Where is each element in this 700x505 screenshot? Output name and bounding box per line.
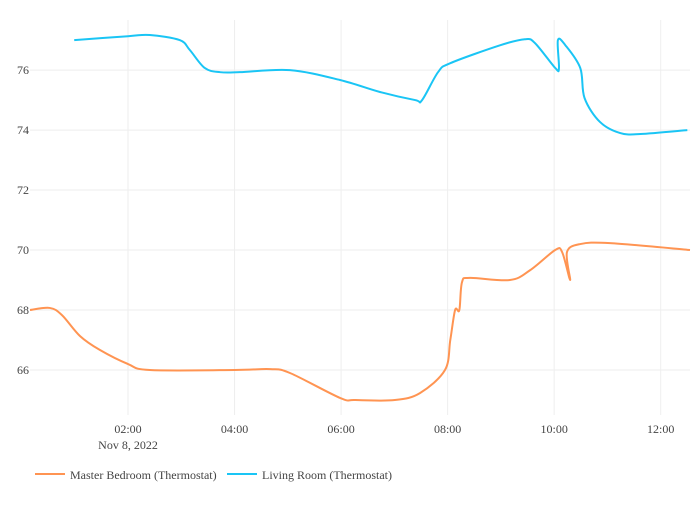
x-tick-label: 06:00 [327,422,354,436]
x-tick-label: 02:00 [114,422,141,436]
y-tick-label: 74 [17,123,29,137]
x-tick-label: 08:00 [434,422,461,436]
x-tick-label: 04:00 [221,422,248,436]
x-axis-date-label: Nov 8, 2022 [98,438,158,452]
series-lines [29,33,691,402]
x-axis-ticks: 02:00 04:00 06:00 08:00 10:00 12:00 [114,422,674,436]
x-tick-label: 12:00 [647,422,674,436]
legend-item-living-room[interactable]: Living Room (Thermostat) [227,468,392,482]
y-tick-label: 76 [17,63,29,77]
legend-label-living-room: Living Room (Thermostat) [262,468,392,482]
series-line-master-bedroom [29,241,691,402]
x-tick-label: 10:00 [540,422,567,436]
y-tick-label: 72 [17,183,29,197]
legend-item-master-bedroom[interactable]: Master Bedroom (Thermostat) [35,468,217,482]
legend-label-master-bedroom: Master Bedroom (Thermostat) [70,468,217,482]
legend: Master Bedroom (Thermostat) Living Room … [35,468,392,482]
y-axis-ticks: 66 68 70 72 74 76 [17,63,29,377]
series-line-living-room [74,33,688,136]
y-tick-label: 66 [17,363,29,377]
y-tick-label: 68 [17,303,29,317]
gridlines [30,20,690,415]
y-tick-label: 70 [17,243,29,257]
